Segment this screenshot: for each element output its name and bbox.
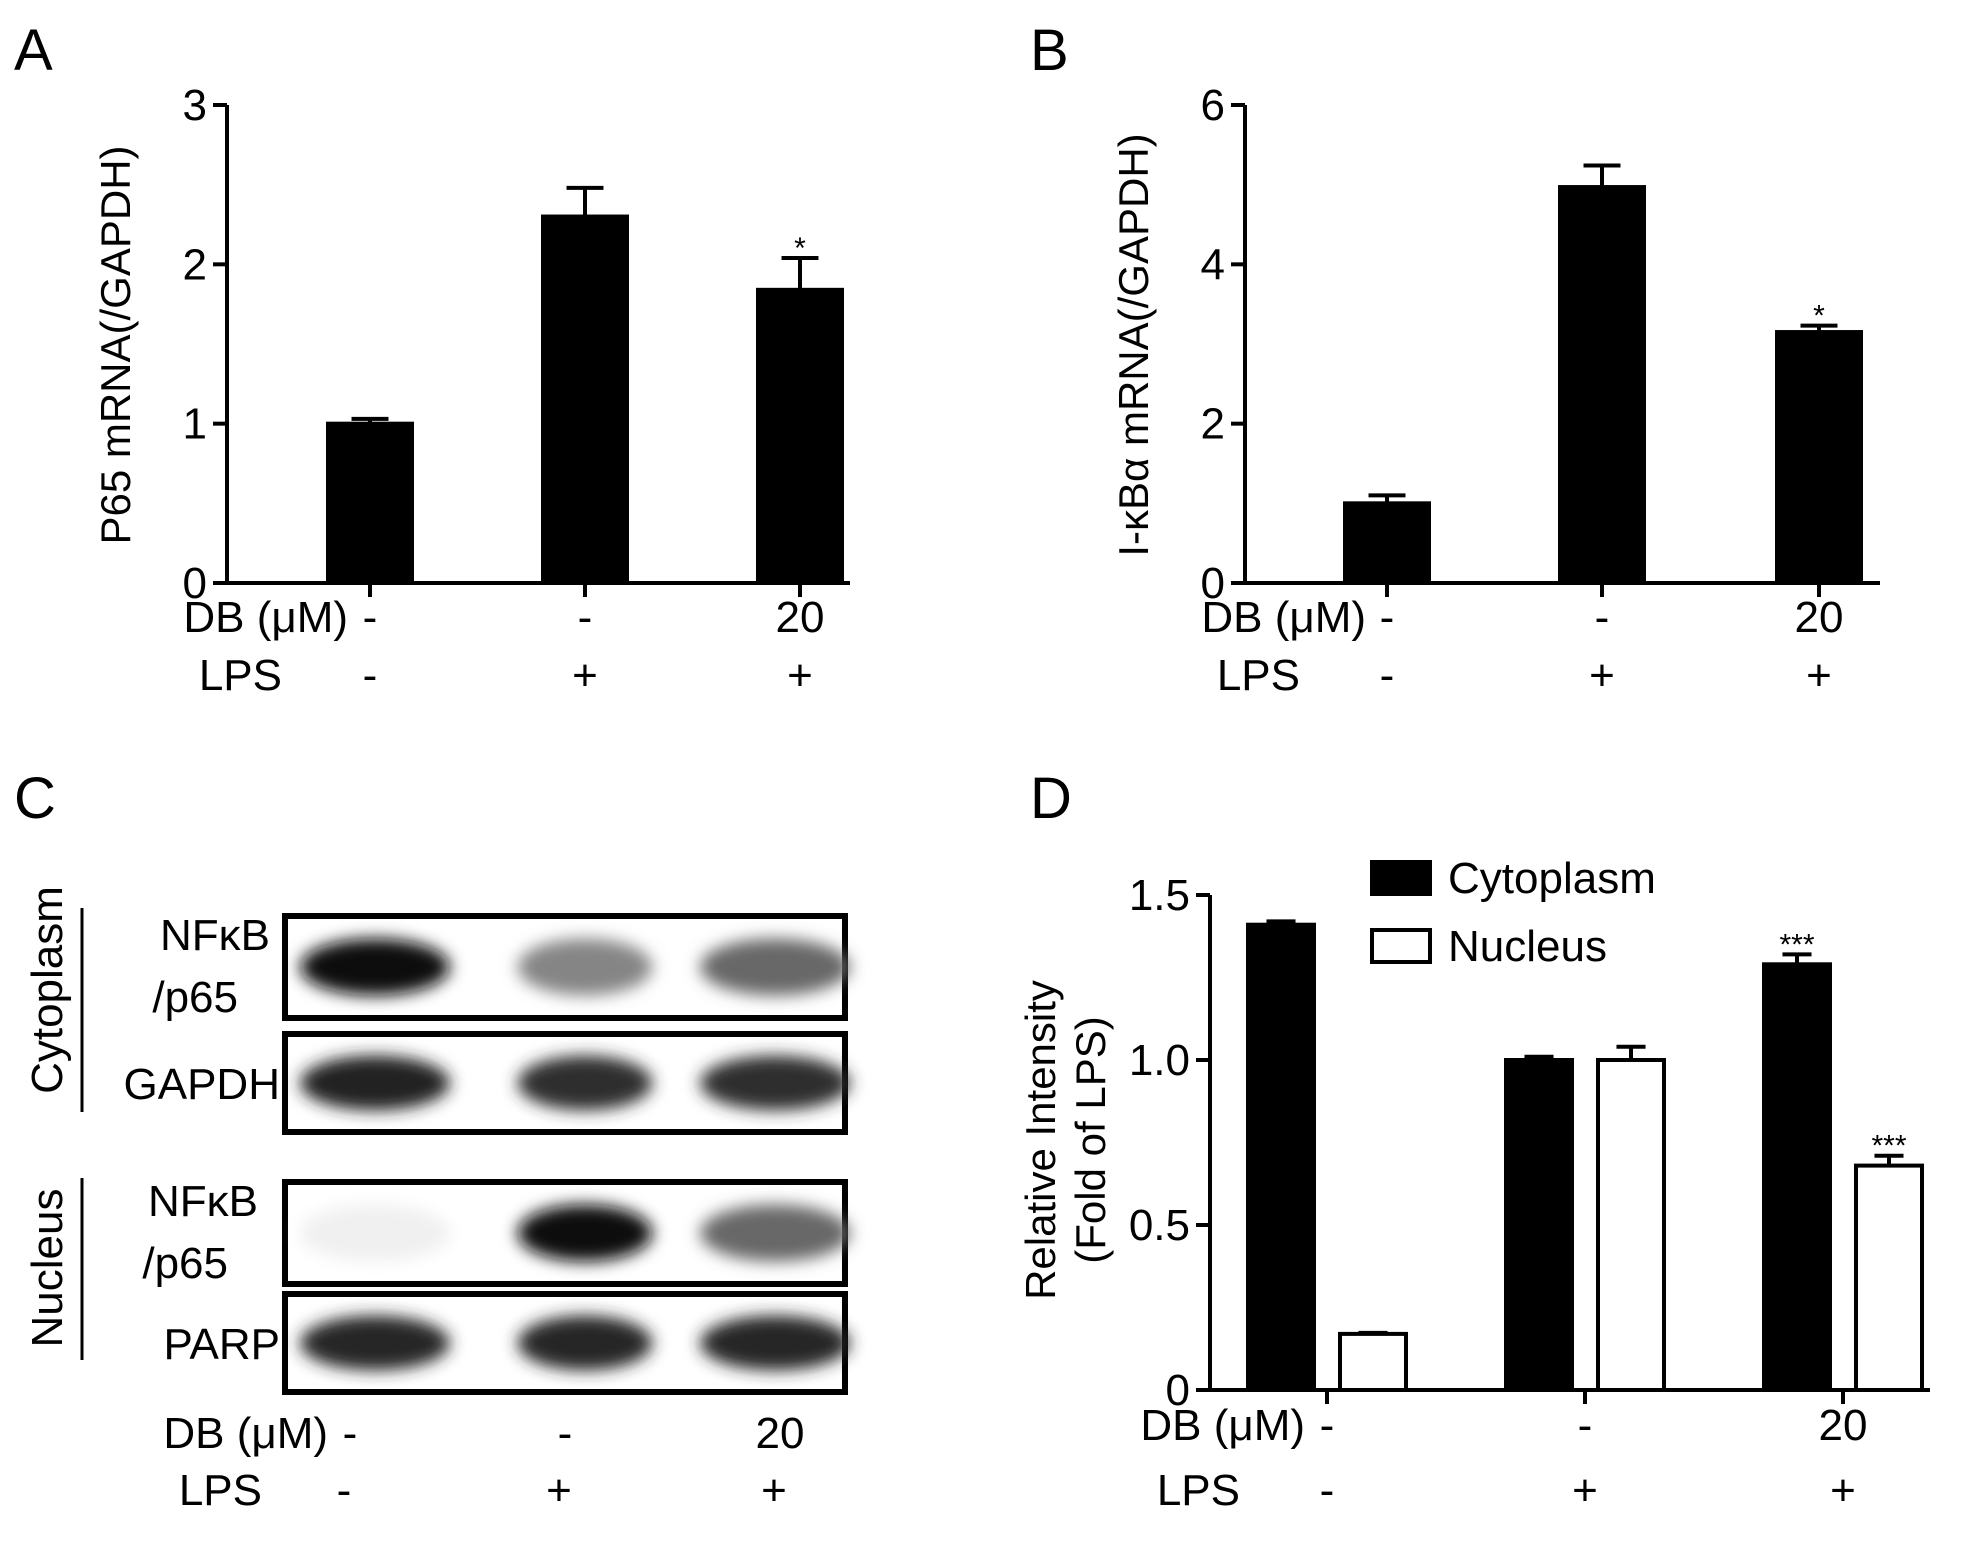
legend-swatch [1370,860,1432,896]
db-value: - [1320,1401,1335,1450]
blot-row-label-line2: /p65 [152,973,238,1022]
db-value: - [1380,593,1395,642]
y-tick-label: 6 [1201,81,1225,130]
significance-marker: *** [1871,1130,1906,1163]
panel-letter-d: D [1030,766,1072,831]
panel-letter-b: B [1030,18,1069,83]
y-tick-label: 0 [183,559,207,608]
y-tick-label: 2 [183,240,207,289]
y-tick-label: 0 [1201,559,1225,608]
panel-letter-a: A [14,18,53,83]
legend-label: Cytoplasm [1448,854,1656,903]
bar [1596,1058,1666,1392]
lps-row-label: LPS [1217,651,1300,700]
blot-band [517,1204,653,1262]
lps-row-label: LPS [199,651,282,700]
y-axis-label: I-κBα mRNA(/GAPDH) [1110,133,1157,556]
blot-group-label: Cytoplasm [23,886,72,1094]
blot-band [700,1315,850,1371]
lps-value: - [337,1466,352,1515]
bar [1338,1331,1408,1393]
y-tick-label: 1.0 [1129,1036,1190,1085]
db-value: - [1595,593,1610,642]
db-value: 20 [776,593,825,642]
y-tick-label: 1 [183,400,207,449]
bar [1343,501,1431,586]
lps-value: + [1589,651,1615,700]
bar [1762,962,1832,1392]
y-tick-label: 3 [183,81,207,130]
lps-value: - [1380,651,1395,700]
blot-band [517,938,653,996]
y-axis-label-line2: (Fold of LPS) [1067,1016,1114,1263]
db-value: 20 [1795,593,1844,642]
blot-band [517,1315,653,1371]
db-row-label: DB (μM) [183,593,348,642]
y-axis-label: P65 mRNA(/GAPDH) [92,145,139,544]
y-tick-label: 2 [1201,400,1225,449]
blot-band [300,1315,450,1371]
y-tick-label: 4 [1201,240,1225,289]
bar [1775,330,1863,585]
db-value: - [1578,1401,1593,1450]
y-tick-label: 1.5 [1129,871,1190,920]
lps-value: + [1806,651,1832,700]
y-axis-label: Relative Intensity [1017,980,1064,1300]
blot-band [300,1204,450,1262]
bar [756,287,844,585]
bar [326,421,414,585]
blot-group-label: Nucleus [23,1189,72,1348]
bar [1246,922,1316,1392]
lps-value: + [1572,1466,1598,1515]
db-row-label: DB (μM) [1140,1401,1305,1450]
y-tick-label: 0.5 [1129,1201,1190,1250]
db-value: - [558,1409,573,1458]
blot-row-label: NFκB [148,1177,258,1226]
significance-marker: * [1813,300,1825,333]
panel-letter-c: C [14,766,56,831]
db-value: - [343,1409,358,1458]
db-row-label: DB (μM) [163,1409,328,1458]
y-tick-label: 0 [1166,1366,1190,1415]
blot-band [517,1055,653,1111]
db-value: 20 [1819,1401,1868,1450]
lps-value: + [787,651,813,700]
bar [1504,1058,1574,1392]
db-value: 20 [756,1409,805,1458]
significance-marker: * [794,232,806,265]
lps-value: - [1320,1466,1335,1515]
legend-swatch [1370,928,1432,964]
lps-row-label: LPS [1157,1466,1240,1515]
blot-row-label: PARP [163,1320,280,1369]
blot-band [700,938,850,996]
chart-d: 0 0.5 1.0 1.5 Relative Intensity (Fold of LPS… [1017,854,1930,1515]
lps-value: + [572,651,598,700]
db-value: - [578,593,593,642]
lps-value: + [546,1466,572,1515]
legend-label: Nucleus [1448,922,1607,971]
blot-band [700,1055,850,1111]
db-value: - [363,593,378,642]
blot-row-label: GAPDH [124,1060,280,1109]
lps-row-label: LPS [179,1466,262,1515]
western-blot-c: NFκB/p65 GAPDH NFκB/p65 PARP Cytoplasm Nucleu… [23,886,850,1515]
bar [1854,1163,1924,1392]
bar [1558,185,1646,585]
lps-value: - [363,651,378,700]
blot-row-label: NFκB [160,911,270,960]
blot-band [700,1204,850,1262]
blot-row-label-line2: /p65 [142,1239,228,1288]
blot-band [300,938,450,996]
significance-marker: *** [1779,928,1814,961]
lps-value: + [761,1466,787,1515]
lps-value: + [1830,1466,1856,1515]
blot-band [300,1055,450,1111]
bar [541,214,629,586]
db-row-label: DB (μM) [1201,593,1366,642]
